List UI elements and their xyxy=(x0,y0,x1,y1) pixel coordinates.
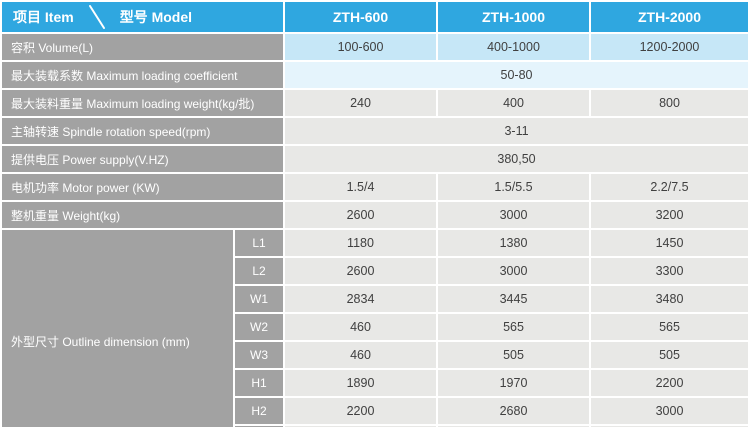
value-motor-power-zth-2000: 2.2/7.5 xyxy=(591,174,748,200)
value-h1-zth-600: 1890 xyxy=(285,370,436,396)
value-h1-zth-1000: 1970 xyxy=(438,370,589,396)
value-w1-zth-2000: 3480 xyxy=(591,286,748,312)
value-w3-zth-1000: 505 xyxy=(438,342,589,368)
row-spindle-speed: 主轴转速 Spindle rotation speed(rpm) 3-11 xyxy=(2,118,748,144)
item-header-label: 项目 Item xyxy=(13,9,74,25)
value-max-weight-zth-1000: 400 xyxy=(438,90,589,116)
sub-label-w2: W2 xyxy=(235,314,283,340)
row-label-volume: 容积 Volume(L) xyxy=(2,34,283,60)
value-spindle-speed: 3-11 xyxy=(285,118,748,144)
row-outline-w2: W2 460 565 565 xyxy=(2,314,748,340)
value-l2-zth-600: 2600 xyxy=(285,258,436,284)
model-header-zth-600: ZTH-600 xyxy=(285,2,436,32)
value-w1-zth-1000: 3445 xyxy=(438,286,589,312)
value-volume-zth-1000: 400-1000 xyxy=(438,34,589,60)
sub-label-h1: H1 xyxy=(235,370,283,396)
table-header-row: 项目 Item 型号 Model ZTH-600 ZTH-1000 ZTH-20… xyxy=(2,2,748,32)
value-max-weight-zth-600: 240 xyxy=(285,90,436,116)
value-w3-zth-600: 460 xyxy=(285,342,436,368)
row-motor-power: 电机功率 Motor power (KW) 1.5/4 1.5/5.5 2.2/… xyxy=(2,174,748,200)
row-outline-h1: H1 1890 1970 2200 xyxy=(2,370,748,396)
row-label-motor-power: 电机功率 Motor power (KW) xyxy=(2,174,283,200)
value-h2-zth-600: 2200 xyxy=(285,398,436,424)
row-outline-w3: W3 460 505 505 xyxy=(2,342,748,368)
row-weight: 整机重量 Weight(kg) 2600 3000 3200 xyxy=(2,202,748,228)
value-h1-zth-2000: 2200 xyxy=(591,370,748,396)
row-label-weight: 整机重量 Weight(kg) xyxy=(2,202,283,228)
value-h2-zth-2000: 3000 xyxy=(591,398,748,424)
model-header-zth-2000: ZTH-2000 xyxy=(591,2,748,32)
value-w3-zth-2000: 505 xyxy=(591,342,748,368)
row-label-max-loading-weight: 最大装料重量 Maximum loading weight(kg/批) xyxy=(2,90,283,116)
value-volume-zth-600: 100-600 xyxy=(285,34,436,60)
sub-label-w1: W1 xyxy=(235,286,283,312)
sub-label-h2: H2 xyxy=(235,398,283,424)
row-outline-h2: H2 2200 2680 3000 xyxy=(2,398,748,424)
value-l2-zth-1000: 3000 xyxy=(438,258,589,284)
corner-header-cell: 项目 Item 型号 Model xyxy=(2,2,283,32)
row-label-power-supply: 提供电压 Power supply(V.HZ) xyxy=(2,146,283,172)
value-power-supply: 380,50 xyxy=(285,146,748,172)
value-weight-zth-1000: 3000 xyxy=(438,202,589,228)
value-weight-zth-2000: 3200 xyxy=(591,202,748,228)
value-h2-zth-1000: 2680 xyxy=(438,398,589,424)
row-label-outline-dimension: 外型尺寸 Outline dimension (mm) xyxy=(2,230,233,427)
value-w2-zth-1000: 565 xyxy=(438,314,589,340)
row-label-spindle-speed: 主轴转速 Spindle rotation speed(rpm) xyxy=(2,118,283,144)
row-outline-l2: L2 2600 3000 3300 xyxy=(2,258,748,284)
value-weight-zth-600: 2600 xyxy=(285,202,436,228)
sub-label-l1: L1 xyxy=(235,230,283,256)
value-volume-zth-2000: 1200-2000 xyxy=(591,34,748,60)
value-motor-power-zth-1000: 1.5/5.5 xyxy=(438,174,589,200)
sub-label-l2: L2 xyxy=(235,258,283,284)
model-header-zth-1000: ZTH-1000 xyxy=(438,2,589,32)
row-label-loading-coefficient: 最大装载系数 Maximum loading coefficient xyxy=(2,62,283,88)
value-l1-zth-1000: 1380 xyxy=(438,230,589,256)
value-loading-coefficient: 50-80 xyxy=(285,62,748,88)
value-l2-zth-2000: 3300 xyxy=(591,258,748,284)
row-loading-coefficient: 最大装载系数 Maximum loading coefficient 50-80 xyxy=(2,62,748,88)
row-power-supply: 提供电压 Power supply(V.HZ) 380,50 xyxy=(2,146,748,172)
model-header-label: 型号 Model xyxy=(119,9,193,25)
value-w2-zth-600: 460 xyxy=(285,314,436,340)
row-outline-l1: 外型尺寸 Outline dimension (mm) L1 1180 1380… xyxy=(2,230,748,427)
value-w2-zth-2000: 565 xyxy=(591,314,748,340)
value-max-weight-zth-2000: 800 xyxy=(591,90,748,116)
value-l1-zth-600: 1180 xyxy=(285,230,436,256)
sub-label-w3: W3 xyxy=(235,342,283,368)
value-motor-power-zth-600: 1.5/4 xyxy=(285,174,436,200)
diagonal-slash-icon xyxy=(88,5,105,29)
value-l1-zth-2000: 1450 xyxy=(591,230,748,256)
row-outline-w1: W1 2834 3445 3480 xyxy=(2,286,748,312)
row-volume: 容积 Volume(L) 100-600 400-1000 1200-2000 xyxy=(2,34,748,60)
row-max-loading-weight: 最大装料重量 Maximum loading weight(kg/批) 240 … xyxy=(2,90,748,116)
value-w1-zth-600: 2834 xyxy=(285,286,436,312)
